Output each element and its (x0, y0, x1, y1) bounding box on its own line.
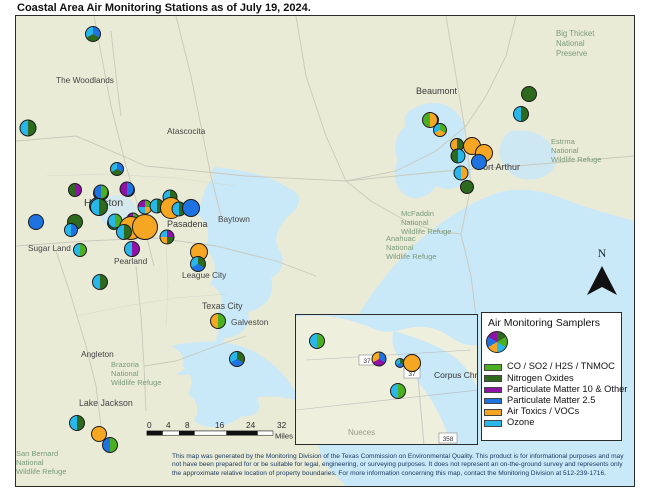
svg-text:24: 24 (246, 420, 256, 430)
svg-text:San Bernard: San Bernard (16, 449, 58, 458)
svg-text:N: N (598, 246, 607, 260)
svg-text:Wildlife Refuge: Wildlife Refuge (111, 378, 161, 387)
svg-text:37: 37 (408, 371, 416, 378)
svg-text:32: 32 (277, 420, 287, 430)
svg-text:Wildlife Refuge: Wildlife Refuge (551, 155, 601, 164)
svg-text:Lake Jackson: Lake Jackson (79, 398, 133, 408)
svg-text:358: 358 (443, 436, 454, 443)
svg-text:Texas City: Texas City (202, 301, 243, 311)
svg-text:National: National (386, 243, 414, 252)
svg-text:Atascocita: Atascocita (167, 126, 206, 136)
svg-text:Sugar Land: Sugar Land (28, 243, 71, 253)
svg-text:Wildlife Refuge: Wildlife Refuge (401, 227, 451, 236)
svg-text:Pasadena: Pasadena (167, 219, 208, 229)
svg-text:4: 4 (166, 420, 171, 430)
svg-text:0: 0 (147, 420, 152, 430)
svg-text:Wildlife Refuge: Wildlife Refuge (16, 467, 66, 476)
svg-text:National: National (401, 218, 429, 227)
svg-text:Estrma: Estrma (551, 137, 576, 146)
svg-text:Miles: Miles (275, 432, 293, 441)
svg-text:National: National (111, 369, 139, 378)
svg-text:Big Thicket: Big Thicket (556, 29, 595, 38)
svg-text:Baytown: Baytown (218, 214, 250, 224)
svg-text:League City: League City (182, 270, 227, 280)
svg-text:16: 16 (215, 420, 225, 430)
svg-text:Preserve: Preserve (556, 49, 587, 58)
svg-text:National: National (556, 39, 585, 48)
svg-text:The Woodlands: The Woodlands (56, 75, 114, 85)
svg-text:Beaumont: Beaumont (416, 86, 458, 96)
svg-text:8: 8 (185, 420, 190, 430)
svg-text:National: National (16, 458, 44, 467)
svg-text:37: 37 (363, 358, 371, 365)
svg-text:Corpus Christi: Corpus Christi (434, 370, 478, 380)
svg-text:Pearland: Pearland (114, 256, 148, 266)
svg-text:National: National (551, 146, 579, 155)
svg-text:Galveston: Galveston (231, 317, 269, 327)
svg-text:McFaddin: McFaddin (401, 209, 434, 218)
svg-text:Angleton: Angleton (81, 349, 114, 359)
svg-text:Brazoria: Brazoria (111, 360, 140, 369)
svg-text:Nueces: Nueces (348, 428, 375, 437)
svg-text:Wildlife Refuge: Wildlife Refuge (386, 252, 436, 261)
